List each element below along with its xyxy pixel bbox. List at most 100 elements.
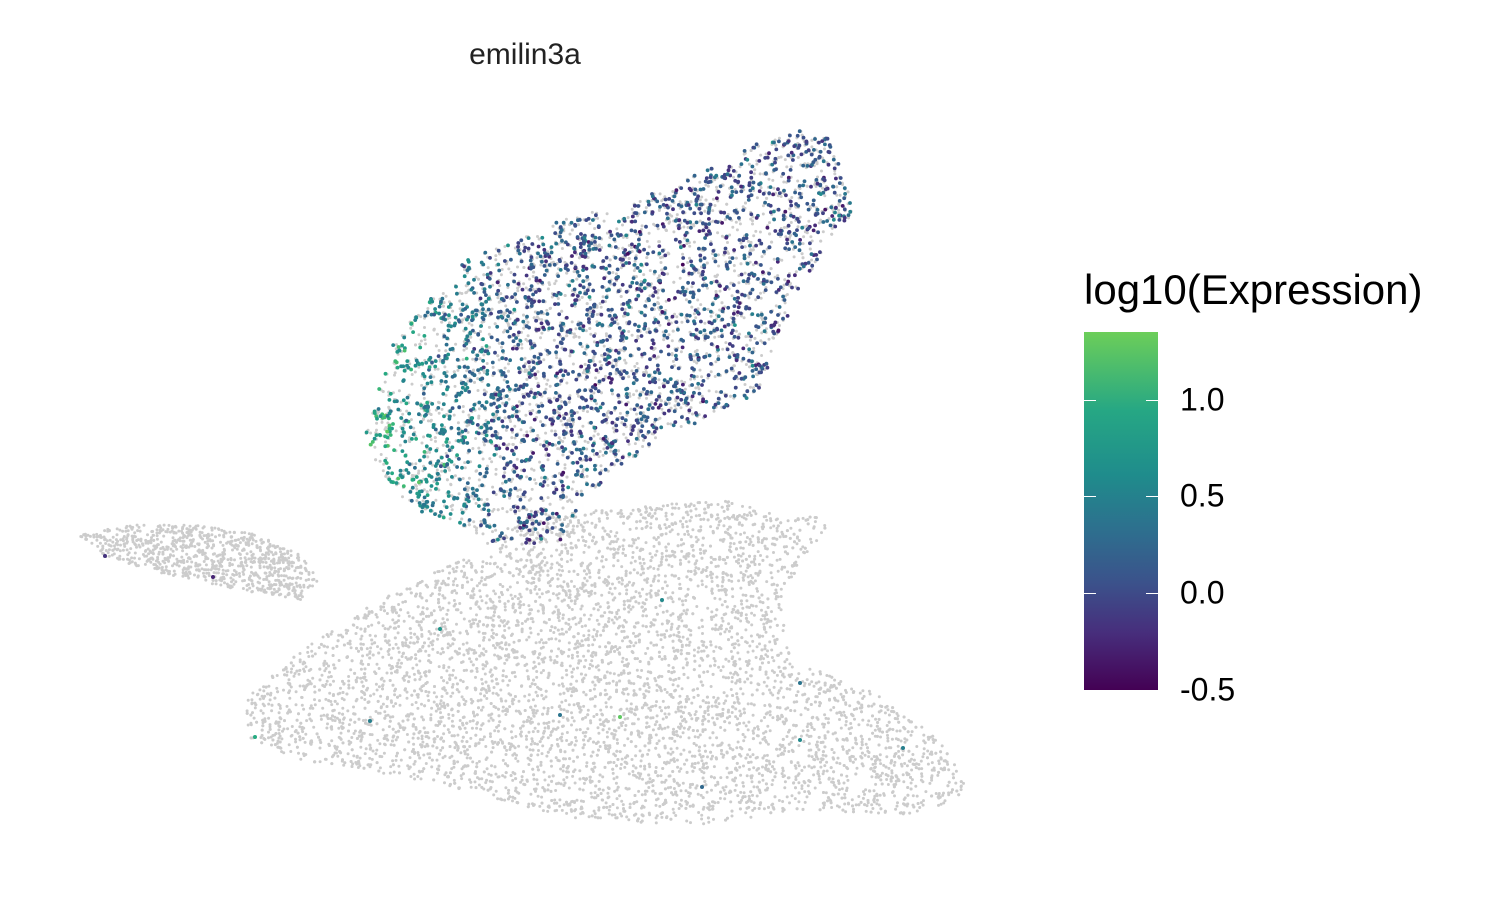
cell-point — [747, 720, 751, 724]
cell-point — [864, 742, 868, 746]
cell-point — [895, 729, 899, 733]
cell-point — [863, 792, 866, 796]
cell-point — [741, 504, 744, 508]
cell-point — [704, 585, 708, 589]
cell-point — [744, 724, 748, 728]
cell-point — [459, 678, 463, 682]
cell-point — [584, 540, 588, 543]
cell-point — [251, 711, 254, 715]
cell-point — [765, 580, 769, 584]
cell-point — [443, 781, 446, 785]
cell-point — [397, 650, 401, 654]
cell-point — [519, 533, 523, 537]
cell-point — [912, 758, 916, 762]
cell-point — [801, 516, 805, 520]
cell-point — [681, 731, 685, 735]
cell-point — [772, 524, 776, 528]
cell-point — [641, 587, 644, 591]
cell-point — [564, 546, 568, 550]
cell-point — [723, 590, 727, 594]
cell-point — [405, 733, 409, 736]
cell-point — [768, 713, 772, 717]
cell-point — [420, 702, 423, 706]
cell-point — [374, 682, 378, 686]
cell-point — [386, 713, 390, 717]
cell-point — [682, 609, 686, 613]
cell-point — [573, 800, 576, 804]
cell-point — [593, 815, 597, 819]
cell-point — [391, 646, 395, 650]
cell-point — [682, 726, 686, 730]
cell-point — [739, 546, 743, 550]
cell-point — [704, 701, 708, 705]
cell-point — [460, 569, 464, 573]
cell-point — [631, 555, 635, 559]
cell-point — [613, 586, 617, 590]
cell-point — [854, 803, 858, 807]
cell-point — [576, 654, 580, 658]
cell-point — [494, 772, 498, 776]
cell-point — [748, 644, 752, 648]
cell-point — [724, 561, 728, 565]
cell-point — [525, 737, 528, 741]
cell-point — [710, 515, 714, 519]
cell-point — [536, 765, 540, 769]
cell-point — [677, 725, 680, 729]
cell-point — [356, 766, 360, 769]
cell-point — [452, 765, 456, 769]
cell-point — [582, 704, 586, 708]
cell-point — [637, 601, 641, 605]
cell-point — [592, 628, 596, 632]
cell-point — [639, 764, 643, 768]
cell-point — [660, 552, 664, 555]
cell-point — [628, 802, 632, 806]
cell-point — [773, 642, 777, 646]
cell-point — [591, 643, 595, 647]
cell-point — [606, 606, 610, 610]
cell-point — [812, 684, 816, 688]
cell-point — [565, 775, 569, 779]
cell-point — [668, 677, 672, 681]
cell-point — [491, 746, 495, 750]
cell-point — [531, 698, 535, 702]
cell-point — [879, 735, 882, 739]
cell-point — [531, 730, 535, 734]
cell-point — [613, 789, 617, 793]
cell-point — [559, 782, 563, 786]
cell-point — [870, 775, 874, 779]
cell-point — [772, 685, 776, 689]
cell-point — [663, 635, 667, 639]
cell-point — [540, 638, 543, 642]
cell-point — [878, 793, 882, 797]
cell-point — [739, 554, 743, 558]
cell-point — [575, 524, 579, 528]
cell-point — [687, 697, 691, 701]
cell-point — [844, 691, 848, 694]
cell-point — [639, 513, 643, 517]
cell-point — [289, 750, 293, 753]
cell-point — [310, 719, 313, 723]
cell-point — [565, 739, 569, 742]
cell-point — [803, 765, 806, 769]
cell-point — [342, 698, 346, 702]
cell-point — [680, 549, 684, 553]
cell-point — [828, 674, 832, 678]
cell-point — [707, 701, 711, 705]
cell-point — [538, 573, 542, 577]
cell-point — [826, 717, 830, 721]
cell-point — [815, 539, 819, 543]
cell-point — [306, 645, 310, 649]
cell-point — [705, 790, 709, 794]
cell-point — [707, 719, 711, 723]
cell-point — [656, 797, 660, 801]
cell-point — [776, 754, 780, 758]
cell-point — [581, 535, 584, 539]
cell-point — [568, 593, 572, 597]
cell-point — [621, 551, 625, 555]
cell-point — [435, 627, 439, 631]
cell-point — [879, 762, 883, 766]
cell-point — [391, 618, 395, 622]
cell-point — [651, 784, 655, 788]
cell-point — [460, 695, 464, 699]
cell-point — [694, 710, 698, 714]
